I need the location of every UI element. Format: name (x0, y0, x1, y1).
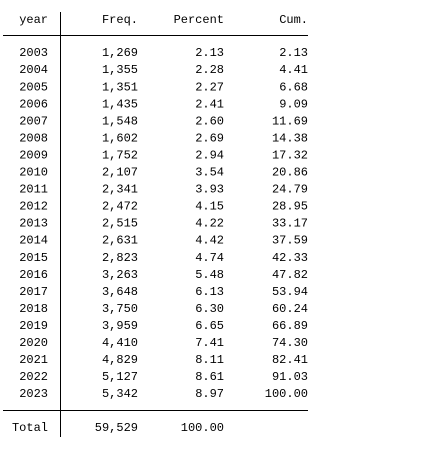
cell: 2,341 (102, 183, 138, 197)
cell: 82.41 (272, 353, 308, 367)
column-header: year (19, 13, 48, 27)
cell: 37.59 (272, 234, 308, 248)
cell: 4,829 (102, 353, 138, 367)
cell: 3,648 (102, 285, 138, 299)
row-label: 2017 (19, 285, 48, 299)
cell: 1,548 (102, 114, 138, 128)
row-label: 2003 (19, 46, 48, 60)
row-label: 2021 (19, 353, 48, 367)
row-label: 2019 (19, 319, 48, 333)
cell: 5,342 (102, 387, 138, 401)
cell: 7.41 (195, 336, 224, 350)
row-label: 2008 (19, 131, 48, 145)
cell: 2,631 (102, 234, 138, 248)
total-cell: 100.00 (181, 421, 224, 435)
cell: 6.13 (195, 285, 224, 299)
cell: 2.13 (279, 46, 308, 60)
row-label: 2018 (19, 302, 48, 316)
cell: 6.65 (195, 319, 224, 333)
total-label: Total (12, 421, 48, 435)
cell: 53.94 (272, 285, 308, 299)
cell: 20.86 (272, 166, 308, 180)
cell: 4.15 (195, 200, 224, 214)
row-label: 2006 (19, 97, 48, 111)
cell: 2.69 (195, 131, 224, 145)
cell: 5.48 (195, 268, 224, 282)
column-header: Freq. (102, 13, 138, 27)
cell: 1,602 (102, 131, 138, 145)
cell: 1,752 (102, 148, 138, 162)
cell: 47.82 (272, 268, 308, 282)
cell: 91.03 (272, 370, 308, 384)
cell: 6.30 (195, 302, 224, 316)
row-label: 2013 (19, 217, 48, 231)
row-label: 2012 (19, 200, 48, 214)
row-label: 2005 (19, 80, 48, 94)
cell: 4.42 (195, 234, 224, 248)
cell: 2.28 (195, 63, 224, 77)
cell: 28.95 (272, 200, 308, 214)
cell: 60.24 (272, 302, 308, 316)
row-label: 2011 (19, 183, 48, 197)
cell: 14.38 (272, 131, 308, 145)
cell: 9.09 (279, 97, 308, 111)
row-label: 2014 (19, 234, 48, 248)
cell: 4.22 (195, 217, 224, 231)
row-label: 2007 (19, 114, 48, 128)
cell: 1,355 (102, 63, 138, 77)
cell: 17.32 (272, 148, 308, 162)
cell: 2.60 (195, 114, 224, 128)
cell: 3,263 (102, 268, 138, 282)
cell: 2.94 (195, 148, 224, 162)
column-header: Cum. (279, 13, 308, 27)
cell: 2.13 (195, 46, 224, 60)
cell: 4.74 (195, 251, 224, 265)
cell: 100.00 (265, 387, 308, 401)
row-label: 2010 (19, 166, 48, 180)
cell: 3,750 (102, 302, 138, 316)
cell: 42.33 (272, 251, 308, 265)
cell: 8.61 (195, 370, 224, 384)
cell: 4.41 (279, 63, 308, 77)
cell: 3,959 (102, 319, 138, 333)
cell: 2.41 (195, 97, 224, 111)
cell: 2.27 (195, 80, 224, 94)
cell: 1,435 (102, 97, 138, 111)
cell: 1,269 (102, 46, 138, 60)
cell: 24.79 (272, 183, 308, 197)
row-label: 2015 (19, 251, 48, 265)
cell: 2,515 (102, 217, 138, 231)
cell: 5,127 (102, 370, 138, 384)
cell: 3.54 (195, 166, 224, 180)
cell: 4,410 (102, 336, 138, 350)
total-cell: 59,529 (95, 421, 138, 435)
row-label: 2023 (19, 387, 48, 401)
cell: 6.68 (279, 80, 308, 94)
cell: 1,351 (102, 80, 138, 94)
cell: 2,472 (102, 200, 138, 214)
cell: 2,107 (102, 166, 138, 180)
cell: 11.69 (272, 114, 308, 128)
cell: 74.30 (272, 336, 308, 350)
cell: 3.93 (195, 183, 224, 197)
cell: 33.17 (272, 217, 308, 231)
cell: 8.97 (195, 387, 224, 401)
row-label: 2009 (19, 148, 48, 162)
row-label: 2020 (19, 336, 48, 350)
cell: 2,823 (102, 251, 138, 265)
row-label: 2022 (19, 370, 48, 384)
row-label: 2016 (19, 268, 48, 282)
cell: 8.11 (195, 353, 224, 367)
row-label: 2004 (19, 63, 48, 77)
cell: 66.89 (272, 319, 308, 333)
column-header: Percent (174, 13, 224, 27)
